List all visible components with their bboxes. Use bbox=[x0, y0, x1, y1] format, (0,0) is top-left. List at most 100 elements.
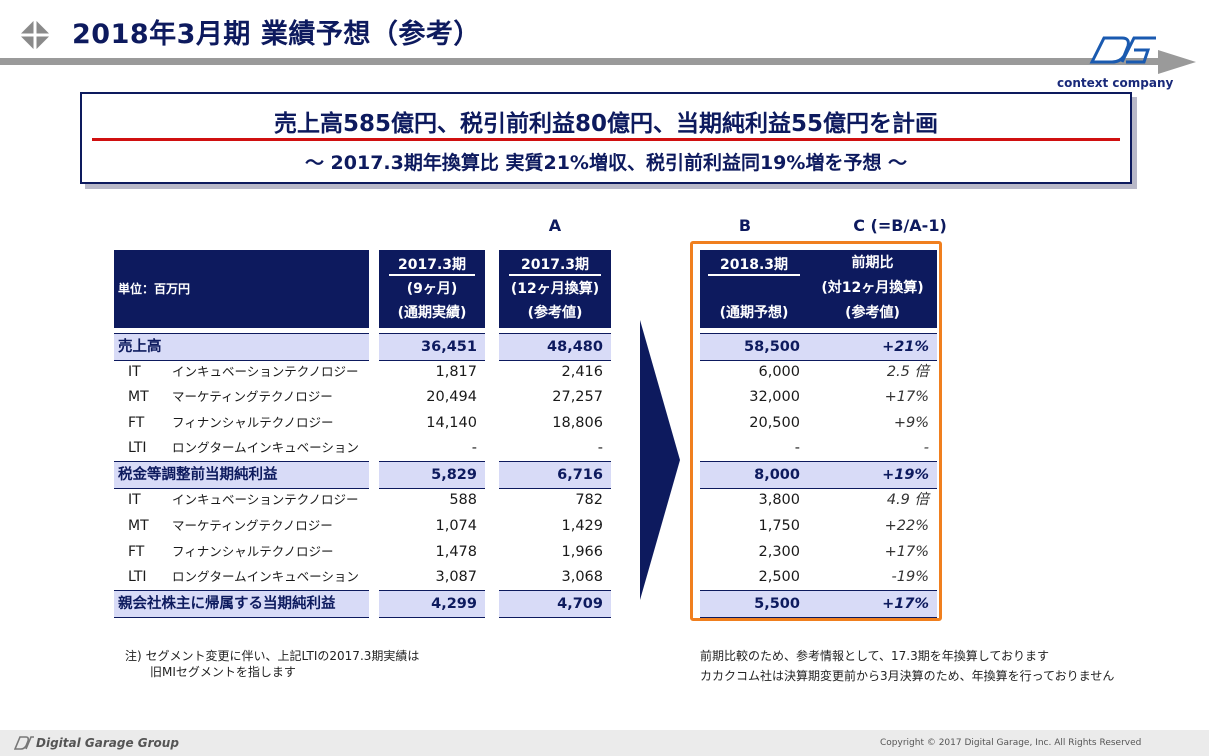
cell-fy2017-12m-value: 3,068 bbox=[561, 569, 603, 585]
cell-yoy: 4.9 倍 bbox=[808, 487, 937, 513]
headline-box: 売上高585億円、税引前利益80億円、当期純利益55億円を計画 ～ 2017.3… bbox=[80, 92, 1132, 184]
table-row-label: 売上高 bbox=[114, 333, 369, 361]
cell-fy2017-12m: 1,966 bbox=[499, 539, 611, 565]
cell-yoy-value: +17% bbox=[882, 596, 929, 612]
header-underline bbox=[509, 274, 601, 276]
segment-name: ロングタームインキュベーション bbox=[172, 569, 359, 584]
table-row-label: FT フィナンシャルテクノロジー bbox=[114, 410, 369, 436]
cell-fy2018: 3,800 bbox=[700, 487, 808, 513]
cell-yoy-value: +19% bbox=[882, 467, 929, 483]
table-row-label: IT インキュベーションテクノロジー bbox=[114, 487, 369, 513]
cell-fy2017-12m-value: 1,429 bbox=[561, 518, 603, 534]
cell-fy2017-9m-value: - bbox=[471, 440, 477, 456]
cell-fy2017-12m: 48,480 bbox=[499, 333, 611, 361]
company-tagline: context company bbox=[1057, 76, 1174, 90]
cell-fy2018-value: 1,750 bbox=[758, 518, 800, 534]
cell-fy2018-value: 5,500 bbox=[754, 596, 800, 612]
cell-fy2018: 2,300 bbox=[700, 539, 808, 565]
segment-name: フィナンシャルテクノロジー bbox=[172, 415, 334, 430]
table-row-label: MT マーケティングテクノロジー bbox=[114, 513, 369, 539]
cell-yoy-value: +9% bbox=[893, 415, 929, 431]
segment-code: LTI bbox=[128, 569, 147, 585]
column-label-b: B bbox=[738, 216, 752, 235]
segment-name: ロングタームインキュベーション bbox=[172, 440, 359, 455]
cell-fy2017-9m: - bbox=[379, 435, 485, 461]
cell-fy2017-12m-value: 4,709 bbox=[557, 596, 603, 612]
cell-yoy-value: -19% bbox=[891, 569, 929, 585]
cell-yoy-value: 4.9 倍 bbox=[886, 492, 929, 508]
cell-yoy: +9% bbox=[808, 410, 937, 436]
table-row-label: FT フィナンシャルテクノロジー bbox=[114, 539, 369, 565]
column-label-c: C (=B/A-1) bbox=[853, 216, 947, 235]
table-row-label: 親会社株主に帰属する当期純利益 bbox=[114, 590, 369, 618]
cell-fy2018-value: 6,000 bbox=[758, 364, 800, 380]
cell-fy2017-9m-value: 3,087 bbox=[435, 569, 477, 585]
header-fy2018-forecast: 2018.3期 (通期予想) bbox=[700, 250, 808, 328]
cell-fy2017-12m: 3,068 bbox=[499, 564, 611, 590]
dg-logo-icon bbox=[1089, 36, 1156, 64]
cell-fy2017-9m-value: 14,140 bbox=[426, 415, 477, 431]
cell-fy2017-9m: 5,829 bbox=[379, 461, 485, 489]
segment-name: マーケティングテクノロジー bbox=[172, 389, 333, 404]
cell-yoy: +21% bbox=[808, 333, 937, 361]
cell-fy2017-12m: - bbox=[499, 435, 611, 461]
segment-name: インキュベーションテクノロジー bbox=[172, 364, 359, 379]
header-underline bbox=[708, 274, 800, 276]
cell-yoy-value: +21% bbox=[882, 339, 929, 355]
cell-fy2018-value: 58,500 bbox=[744, 339, 800, 355]
diamond-bullet-icon bbox=[20, 20, 50, 50]
cell-yoy-value: - bbox=[923, 440, 929, 456]
header-fy2017-12m: 2017.3期 (12ヶ月換算) (参考値) bbox=[499, 250, 611, 328]
header-underline bbox=[389, 274, 475, 276]
header-arrow-icon bbox=[1158, 50, 1196, 74]
footer-copyright: Copyright © 2017 Digital Garage, Inc. Al… bbox=[880, 738, 1142, 748]
header-divider bbox=[0, 58, 1160, 65]
header-line1: 2017.3期 bbox=[397, 257, 467, 273]
cell-yoy-value: +17% bbox=[884, 544, 929, 560]
header-line3: (通期予想) bbox=[719, 305, 789, 321]
page-title: 2018年3月期 業績予想（参考） bbox=[72, 19, 481, 50]
cell-fy2018: 32,000 bbox=[700, 384, 808, 410]
segment-code: IT bbox=[128, 492, 141, 508]
cell-fy2017-9m-value: 5,829 bbox=[431, 467, 477, 483]
segment-code: FT bbox=[128, 415, 145, 431]
header-line1: 2018.3期 bbox=[719, 257, 789, 273]
cell-fy2017-9m: 3,087 bbox=[379, 564, 485, 590]
headline-divider bbox=[92, 138, 1120, 141]
cell-fy2017-9m-value: 1,478 bbox=[435, 544, 477, 560]
header-yoy: 前期比 (対12ヶ月換算) (参考値) bbox=[808, 250, 937, 328]
segment-code: MT bbox=[128, 518, 149, 534]
note-left-line1: 注) セグメント変更に伴い、上記LTIの2017.3期実績は bbox=[125, 649, 420, 663]
cell-fy2017-12m-value: 18,806 bbox=[552, 415, 603, 431]
row-title: 親会社株主に帰属する当期純利益 bbox=[118, 596, 336, 612]
cell-fy2017-12m: 4,709 bbox=[499, 590, 611, 618]
cell-yoy: -19% bbox=[808, 564, 937, 590]
cell-fy2017-12m-value: - bbox=[597, 440, 603, 456]
cell-fy2018: 6,000 bbox=[700, 359, 808, 385]
cell-fy2017-12m: 782 bbox=[499, 487, 611, 513]
row-title: 売上高 bbox=[118, 339, 162, 355]
header-line3: (通期実績) bbox=[397, 305, 467, 321]
cell-fy2017-9m: 1,074 bbox=[379, 513, 485, 539]
cell-yoy-value: 2.5 倍 bbox=[886, 364, 929, 380]
cell-fy2017-9m-value: 1,074 bbox=[435, 518, 477, 534]
cell-fy2017-9m: 4,299 bbox=[379, 590, 485, 618]
cell-fy2018-value: 2,500 bbox=[758, 569, 800, 585]
cell-fy2018-value: 2,300 bbox=[758, 544, 800, 560]
segment-code: MT bbox=[128, 389, 149, 405]
cell-fy2017-9m: 20,494 bbox=[379, 384, 485, 410]
cell-fy2017-12m: 18,806 bbox=[499, 410, 611, 436]
forecast-highlight-frame bbox=[690, 241, 942, 621]
cell-fy2018: 58,500 bbox=[700, 333, 808, 361]
unit-label: 単位：百万円 bbox=[118, 282, 191, 296]
header-line1: 前期比 bbox=[851, 255, 894, 271]
header-line3: (参考値) bbox=[845, 305, 900, 321]
cell-yoy: +17% bbox=[808, 384, 937, 410]
cell-yoy-value: +17% bbox=[884, 389, 929, 405]
headline-main: 売上高585億円、税引前利益80億円、当期純利益55億円を計画 bbox=[273, 111, 939, 137]
cell-fy2017-12m-value: 48,480 bbox=[547, 339, 603, 355]
cell-fy2018: - bbox=[700, 435, 808, 461]
dg-small-logo-icon bbox=[14, 736, 34, 750]
note-right-line2: カカクコム社は決算期変更前から3月決算のため、年換算を行っておりません bbox=[700, 669, 1115, 683]
transition-arrow-icon bbox=[640, 320, 680, 600]
